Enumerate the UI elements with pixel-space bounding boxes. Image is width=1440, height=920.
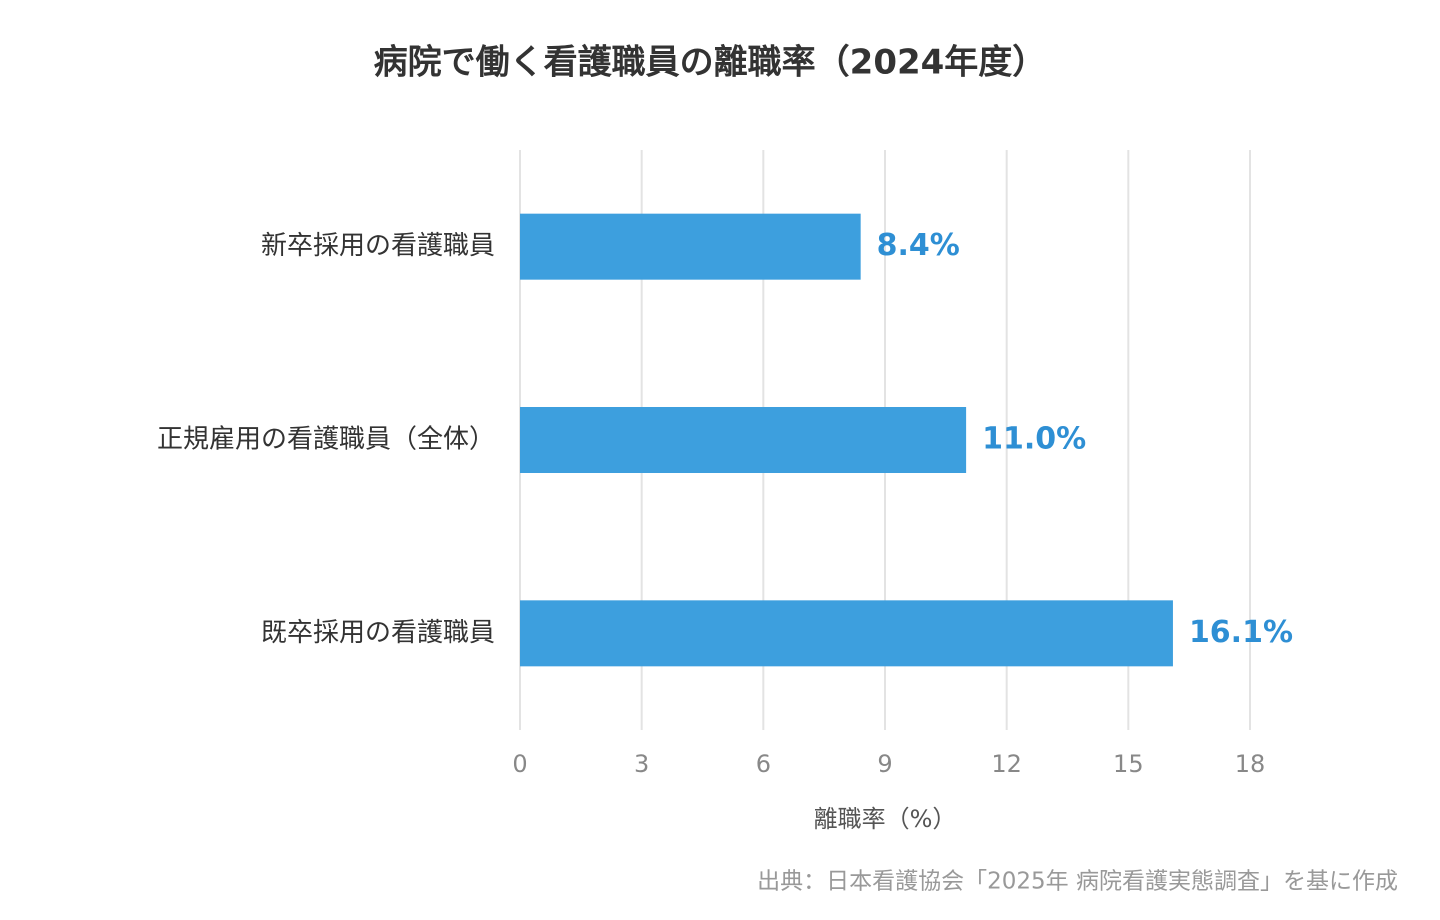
bar	[520, 407, 967, 473]
x-tick-label: 6	[756, 750, 771, 778]
y-tick-label: 正規雇用の看護職員（全体）	[157, 425, 495, 455]
y-tick-label: 新卒採用の看護職員	[261, 231, 495, 261]
bar	[520, 213, 861, 280]
x-tick-label: 15	[1113, 750, 1144, 778]
x-tick-label: 3	[634, 750, 649, 778]
x-tick-label: 9	[877, 750, 892, 778]
chart-title: 病院で働く看護職員の離職率（2024年度）	[374, 43, 1047, 83]
x-tick-label: 12	[991, 750, 1022, 778]
value-label: 8.4%	[877, 228, 960, 263]
value-label: 11.0%	[982, 422, 1086, 457]
y-tick-label: 既卒採用の看護職員	[261, 618, 495, 648]
value-label: 16.1%	[1189, 615, 1293, 650]
x-axis-label: 離職率（%）	[814, 805, 957, 833]
x-tick-label: 18	[1235, 750, 1266, 778]
source-note: 出典：日本看護協会「2025年 病院看護実態調査」を基に作成	[757, 869, 1398, 895]
bar	[520, 600, 1173, 667]
x-tick-label: 0	[512, 750, 527, 778]
